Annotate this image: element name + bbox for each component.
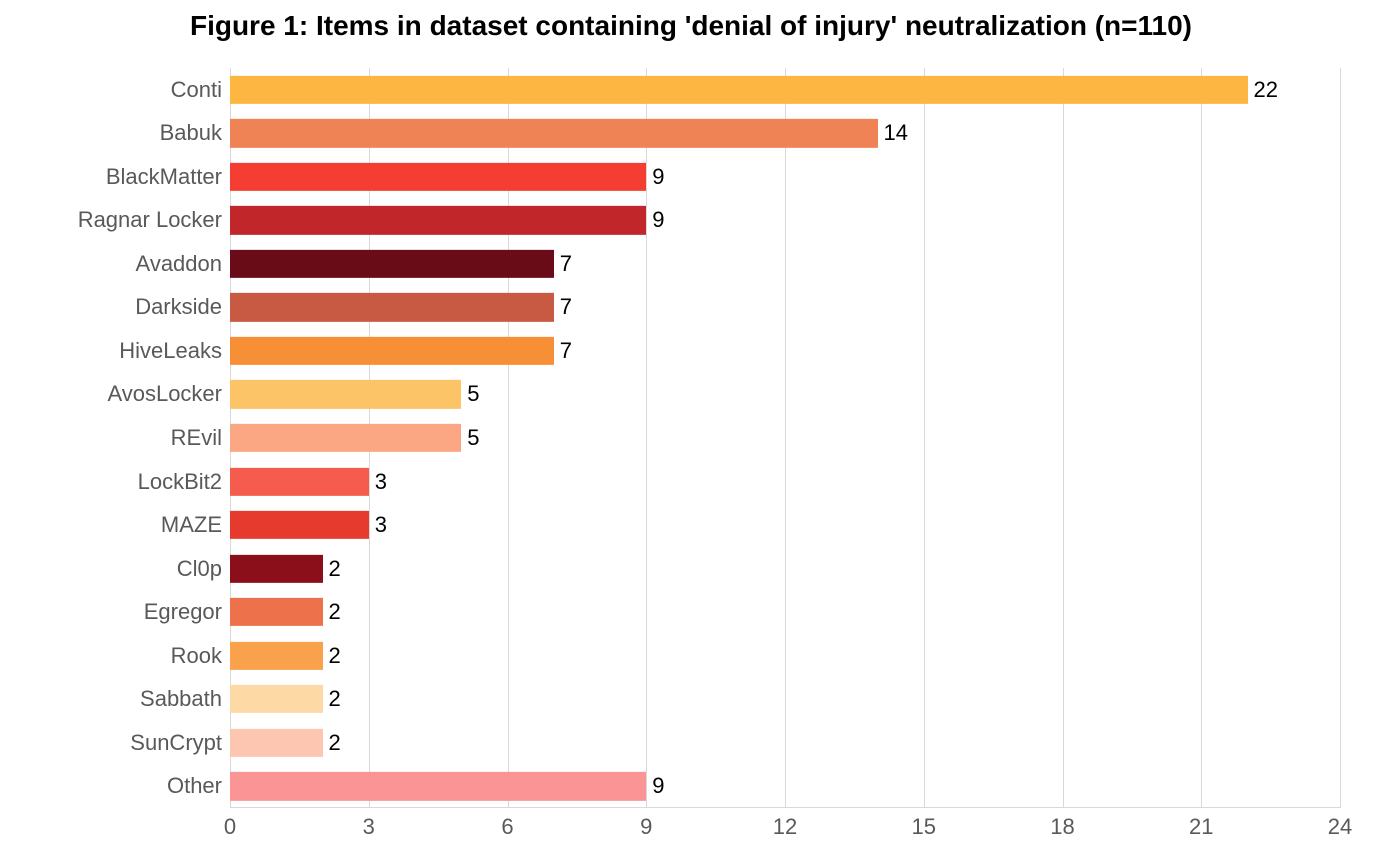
bar-slot: REvil5 (230, 416, 1340, 460)
category-label: REvil (171, 425, 230, 451)
bar (230, 163, 646, 191)
category-label: Ragnar Locker (78, 207, 230, 233)
value-label: 5 (467, 381, 479, 407)
bar-slot: Darkside7 (230, 286, 1340, 330)
x-tick-label: 6 (501, 808, 513, 840)
value-label: 5 (467, 425, 479, 451)
value-label: 22 (1254, 77, 1278, 103)
x-tick-label: 0 (224, 808, 236, 840)
value-label: 2 (329, 556, 341, 582)
category-label: MAZE (161, 512, 230, 538)
bar (230, 772, 646, 800)
category-label: SunCrypt (130, 730, 230, 756)
chart-container: Figure 1: Items in dataset containing 'd… (0, 0, 1382, 858)
bar-slot: Babuk14 (230, 112, 1340, 156)
bar (230, 554, 323, 582)
bar-slot: Egregor2 (230, 590, 1340, 634)
value-label: 14 (884, 120, 908, 146)
bar-slot: Ragnar Locker9 (230, 199, 1340, 243)
value-label: 3 (375, 512, 387, 538)
bar-slot: HiveLeaks7 (230, 329, 1340, 373)
x-tick-label: 15 (912, 808, 936, 840)
bar-slot: MAZE3 (230, 503, 1340, 547)
category-label: HiveLeaks (119, 338, 230, 364)
category-label: Rook (171, 643, 230, 669)
bar (230, 424, 461, 452)
value-label: 9 (652, 207, 664, 233)
value-label: 2 (329, 599, 341, 625)
plot-area: 03691215182124Conti22Babuk14BlackMatter9… (230, 68, 1340, 808)
bar (230, 729, 323, 757)
category-label: Conti (171, 77, 230, 103)
bar-slot: AvosLocker5 (230, 373, 1340, 417)
value-label: 9 (652, 164, 664, 190)
value-label: 2 (329, 643, 341, 669)
bar-slot: Sabbath2 (230, 677, 1340, 721)
category-label: BlackMatter (106, 164, 230, 190)
category-label: LockBit2 (138, 469, 230, 495)
category-label: Darkside (135, 294, 230, 320)
value-label: 7 (560, 251, 572, 277)
bar (230, 467, 369, 495)
bar (230, 685, 323, 713)
bar-slot: Cl0p2 (230, 547, 1340, 591)
bar (230, 293, 554, 321)
x-tick-label: 3 (363, 808, 375, 840)
value-label: 2 (329, 686, 341, 712)
value-label: 7 (560, 338, 572, 364)
category-label: Sabbath (140, 686, 230, 712)
bar (230, 250, 554, 278)
bar-slot: Other9 (230, 764, 1340, 808)
bar-slot: BlackMatter9 (230, 155, 1340, 199)
bar (230, 641, 323, 669)
category-label: Babuk (160, 120, 230, 146)
bar-slot: Rook2 (230, 634, 1340, 678)
bar-slot: SunCrypt2 (230, 721, 1340, 765)
bar (230, 76, 1248, 104)
x-tick-label: 24 (1328, 808, 1352, 840)
x-tick-label: 18 (1050, 808, 1074, 840)
category-label: Egregor (144, 599, 230, 625)
x-tick-label: 9 (640, 808, 652, 840)
bar (230, 511, 369, 539)
chart-title: Figure 1: Items in dataset containing 'd… (0, 10, 1382, 42)
gridline (1340, 68, 1341, 808)
bar (230, 206, 646, 234)
value-label: 2 (329, 730, 341, 756)
x-tick-label: 12 (773, 808, 797, 840)
bar (230, 598, 323, 626)
value-label: 9 (652, 773, 664, 799)
bar-slot: Avaddon7 (230, 242, 1340, 286)
bar-slot: Conti22 (230, 68, 1340, 112)
value-label: 3 (375, 469, 387, 495)
value-label: 7 (560, 294, 572, 320)
category-label: Cl0p (177, 556, 230, 582)
bar (230, 119, 878, 147)
bar-slot: LockBit23 (230, 460, 1340, 504)
x-tick-label: 21 (1189, 808, 1213, 840)
bar (230, 380, 461, 408)
category-label: Avaddon (136, 251, 230, 277)
category-label: Other (167, 773, 230, 799)
category-label: AvosLocker (107, 381, 230, 407)
bar (230, 337, 554, 365)
